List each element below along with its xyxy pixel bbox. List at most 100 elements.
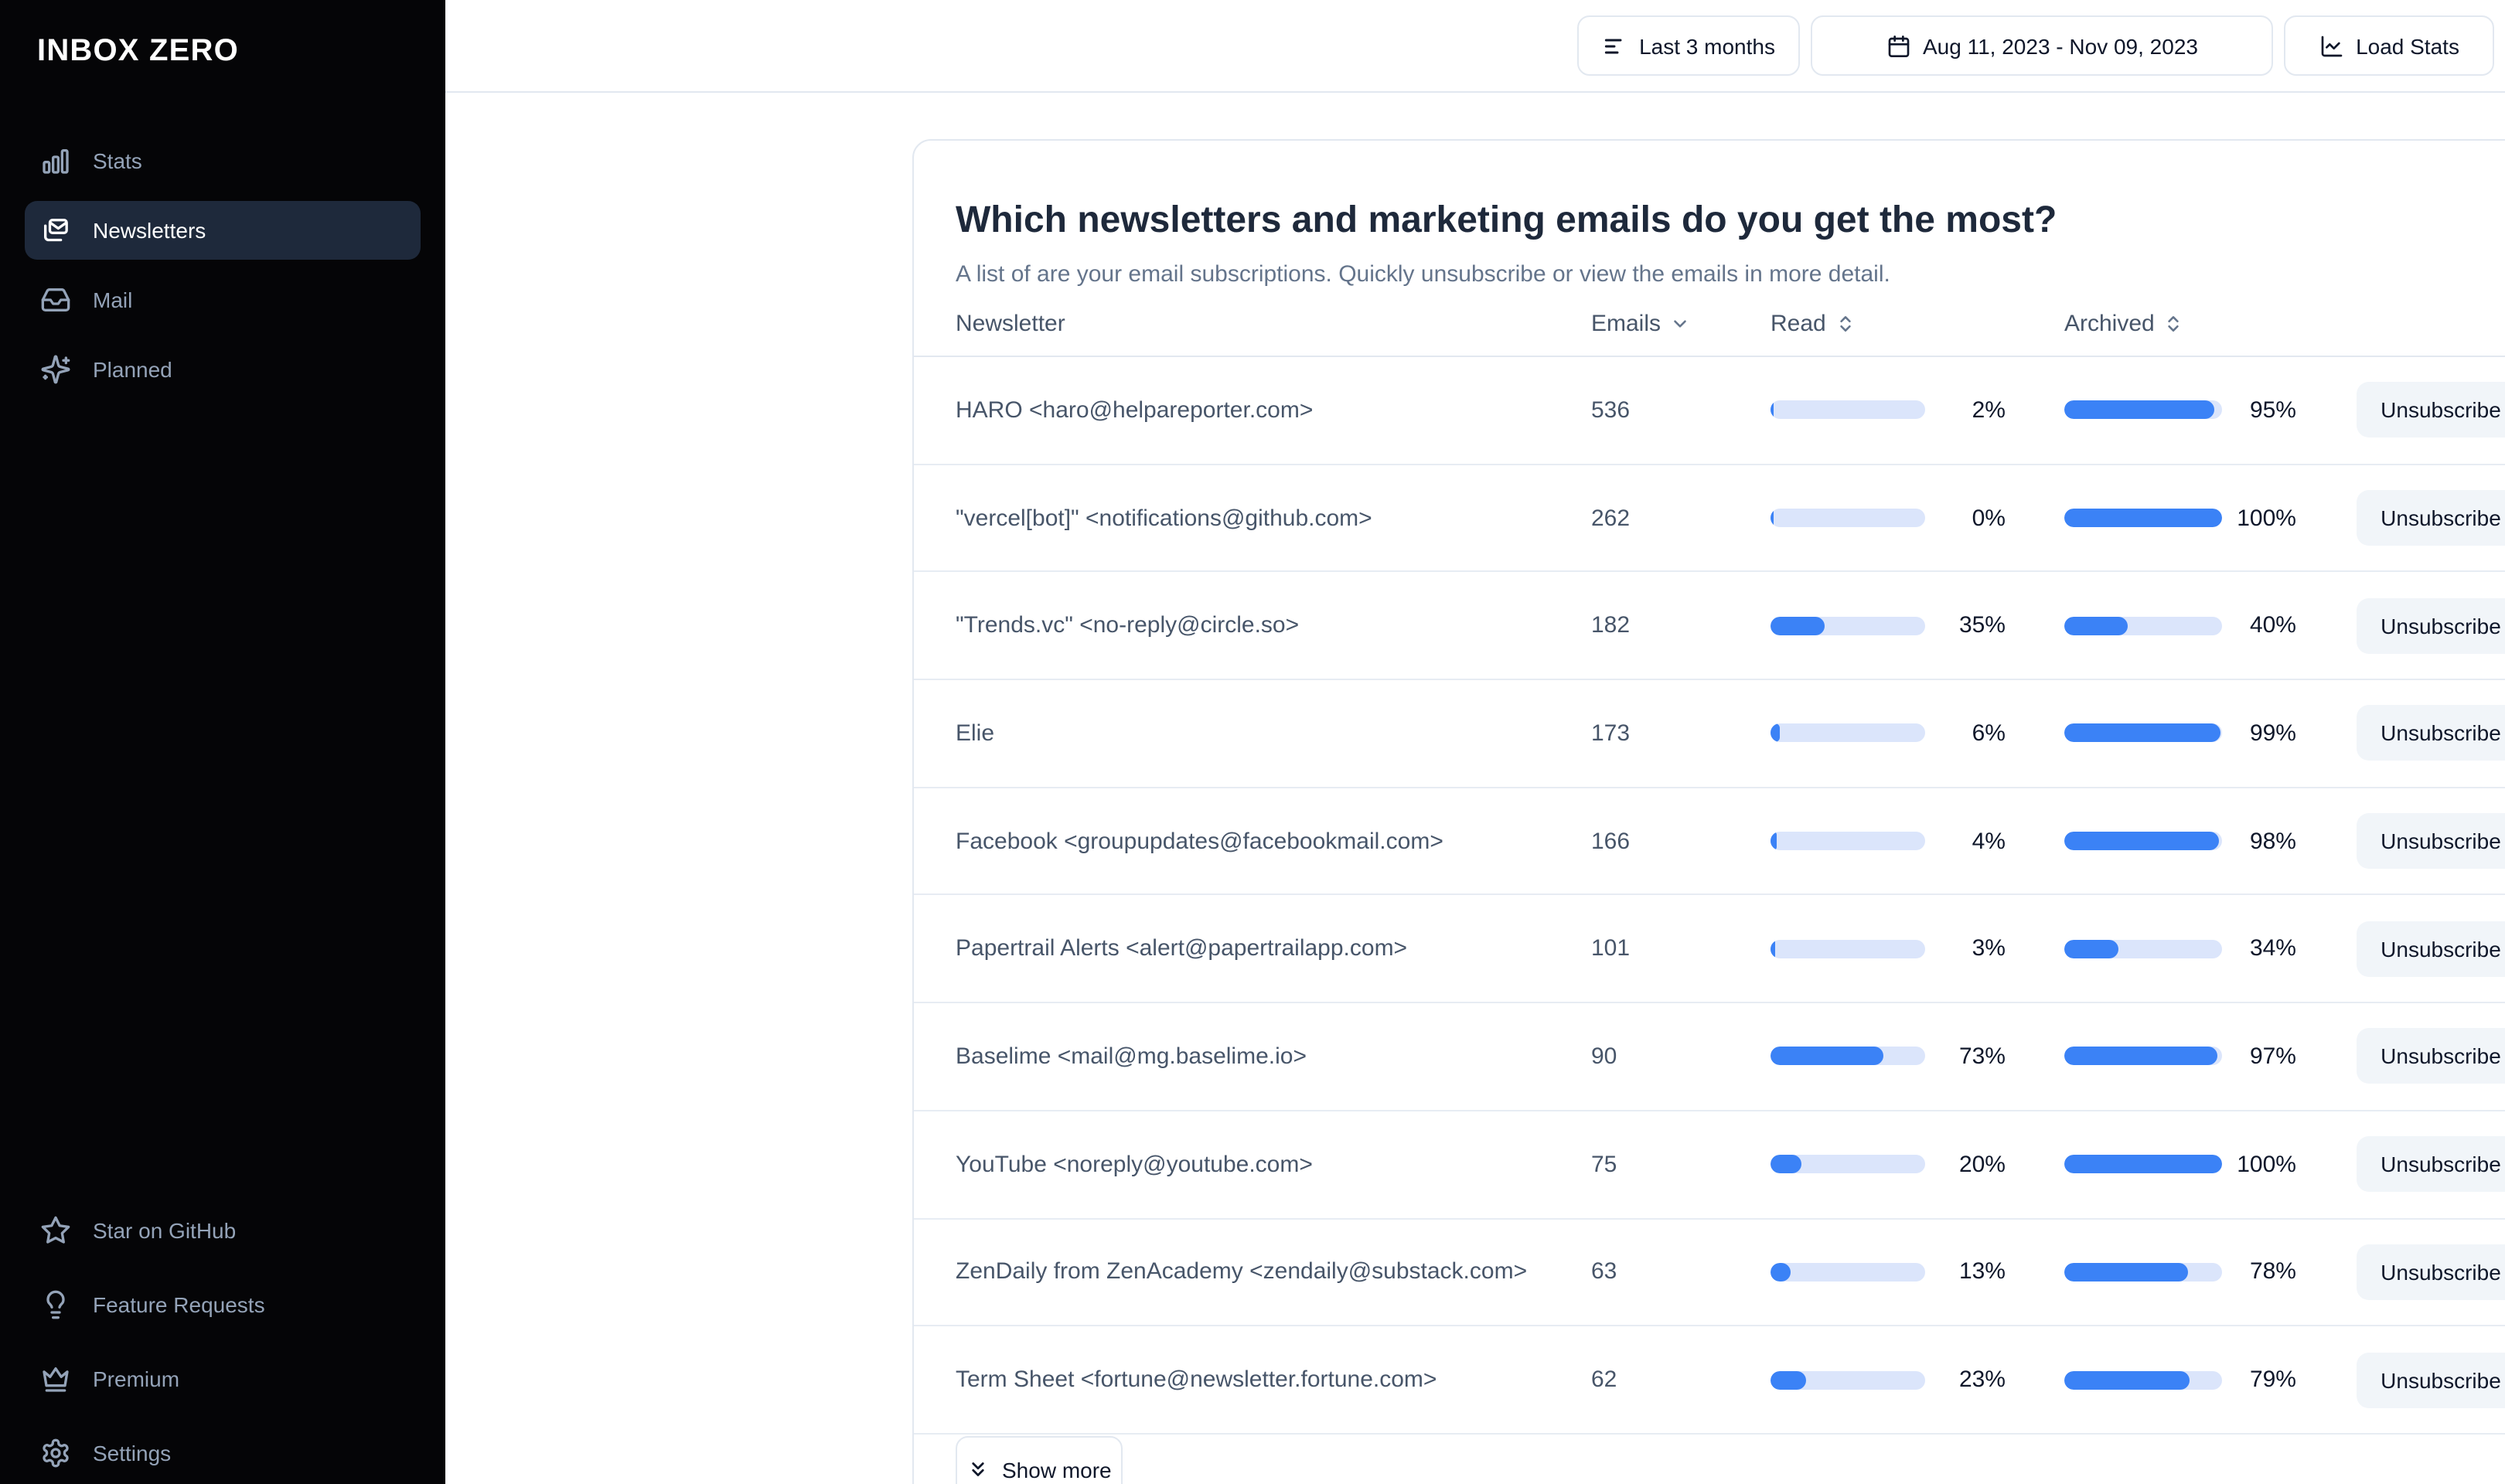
archived-percent: 40% bbox=[2249, 612, 2296, 639]
column-header-read[interactable]: Read bbox=[1771, 311, 2006, 337]
newsletter-name: "vercel[bot]" <notifications@github.com> bbox=[956, 505, 1372, 532]
unsubscribe-button[interactable]: Unsubscribe bbox=[2357, 490, 2505, 546]
archived-progress-fill bbox=[2064, 1370, 2190, 1390]
sidebar-item-label: Newsletters bbox=[93, 218, 206, 243]
archived-progress-bar bbox=[2064, 1047, 2222, 1066]
archived-progress-fill bbox=[2064, 400, 2214, 420]
unsubscribe-button[interactable]: Unsubscribe bbox=[2357, 921, 2505, 977]
sidebar-item-feature-requests[interactable]: Feature Requests bbox=[25, 1275, 421, 1334]
unsubscribe-button[interactable]: Unsubscribe bbox=[2357, 705, 2505, 761]
chevrons-up-down-icon bbox=[2164, 314, 2184, 334]
archived-progress-fill bbox=[2064, 616, 2128, 635]
star-icon bbox=[40, 1215, 71, 1246]
newsletter-email-count: 166 bbox=[1591, 828, 1631, 855]
unsubscribe-button[interactable]: Unsubscribe bbox=[2357, 1136, 2505, 1193]
unsubscribe-button[interactable]: Unsubscribe bbox=[2357, 382, 2505, 438]
sidebar-item-premium[interactable]: Premium bbox=[25, 1350, 421, 1408]
sidebar-item-star-on-github[interactable]: Star on GitHub bbox=[25, 1201, 421, 1260]
sidebar-item-label: Premium bbox=[93, 1367, 180, 1391]
read-progress-fill bbox=[1771, 1155, 1801, 1174]
sidebar-item-stats[interactable]: Stats bbox=[25, 131, 421, 190]
newsletter-name: HARO <haro@helpareporter.com> bbox=[956, 397, 1314, 424]
panel-subtitle: A list of are your email subscriptions. … bbox=[956, 261, 1890, 288]
show-more-button[interactable]: Show more bbox=[956, 1435, 1123, 1484]
unsubscribe-button[interactable]: Unsubscribe bbox=[2357, 1244, 2505, 1300]
archived-progress-fill bbox=[2064, 723, 2220, 743]
unsubscribe-button[interactable]: Unsubscribe bbox=[2357, 813, 2505, 870]
read-progress-bar bbox=[1771, 723, 1925, 743]
panel-header: Which newsletters and marketing emails d… bbox=[914, 141, 2505, 292]
read-progress-fill bbox=[1771, 400, 1774, 420]
newsletter-email-count: 536 bbox=[1591, 397, 1631, 424]
sidebar-item-label: Feature Requests bbox=[93, 1292, 265, 1317]
sidebar-item-planned[interactable]: Planned bbox=[25, 340, 421, 399]
sidebar-item-label: Stats bbox=[93, 148, 142, 173]
sidebar-item-settings[interactable]: Settings bbox=[25, 1424, 421, 1482]
read-percent: 3% bbox=[1972, 935, 2006, 962]
sidebar-item-mail[interactable]: Mail bbox=[25, 271, 421, 329]
newsletter-email-count: 182 bbox=[1591, 612, 1631, 639]
archived-progress-fill bbox=[2064, 1047, 2217, 1066]
newsletter-mails-icon bbox=[40, 215, 71, 246]
archived-percent: 99% bbox=[2249, 720, 2296, 747]
sidebar-item-newsletters[interactable]: Newsletters bbox=[25, 201, 421, 260]
archived-progress-bar bbox=[2064, 1262, 2222, 1281]
unsubscribe-button[interactable]: Unsubscribe bbox=[2357, 1028, 2505, 1084]
read-progress-bar bbox=[1771, 1047, 1925, 1066]
date-range-label: Aug 11, 2023 - Nov 09, 2023 bbox=[1923, 33, 2198, 58]
newsletter-row: ZenDaily from ZenAcademy <zendaily@subst… bbox=[914, 1219, 2505, 1327]
newsletter-name: "Trends.vc" <no-reply@circle.so> bbox=[956, 612, 1300, 639]
inbox-icon bbox=[40, 284, 71, 315]
column-header-emails[interactable]: Emails bbox=[1591, 311, 1771, 337]
newsletter-email-count: 262 bbox=[1591, 505, 1631, 532]
date-range-picker-button[interactable]: Aug 11, 2023 - Nov 09, 2023 bbox=[1811, 15, 2273, 76]
newsletter-email-count: 90 bbox=[1591, 1043, 1617, 1070]
newsletter-email-count: 75 bbox=[1591, 1151, 1617, 1178]
chevrons-down-icon bbox=[966, 1458, 990, 1482]
newsletter-email-count: 101 bbox=[1591, 935, 1631, 962]
newsletter-name: Baselime <mail@mg.baselime.io> bbox=[956, 1043, 1307, 1070]
archived-progress-bar bbox=[2064, 723, 2222, 743]
archived-progress-fill bbox=[2064, 1155, 2222, 1174]
read-progress-fill bbox=[1771, 1370, 1806, 1390]
newsletter-name: Term Sheet <fortune@newsletter.fortune.c… bbox=[956, 1367, 1437, 1394]
archived-percent: 97% bbox=[2249, 1043, 2296, 1070]
unsubscribe-button[interactable]: Unsubscribe bbox=[2357, 1352, 2505, 1408]
column-header-newsletter: Newsletter bbox=[956, 311, 1065, 337]
read-progress-bar bbox=[1771, 509, 1925, 528]
date-range-preset-button[interactable]: Last 3 months bbox=[1577, 15, 1800, 76]
read-progress-fill bbox=[1771, 723, 1780, 743]
archived-percent: 95% bbox=[2249, 397, 2296, 424]
newsletter-name: ZenDaily from ZenAcademy <zendaily@subst… bbox=[956, 1258, 1528, 1285]
line-chart-icon bbox=[2319, 33, 2343, 58]
read-percent: 2% bbox=[1972, 397, 2006, 424]
table-body: HARO <haro@helpareporter.com> 536 2% 95%… bbox=[914, 357, 2505, 1435]
main-area: Last 3 months Aug 11, 2023 - Nov 09, 202… bbox=[445, 0, 2505, 1484]
read-progress-bar bbox=[1771, 832, 1925, 851]
newsletter-row: Papertrail Alerts <alert@papertrailapp.c… bbox=[914, 896, 2505, 1004]
read-percent: 73% bbox=[1958, 1043, 2006, 1070]
column-header-archived[interactable]: Archived bbox=[2064, 311, 2296, 337]
newsletter-row: "Trends.vc" <no-reply@circle.so> 182 35%… bbox=[914, 573, 2505, 681]
gear-icon bbox=[40, 1438, 71, 1469]
sidebar-primary-nav: Stats Newsletters Mail Planned bbox=[25, 131, 421, 399]
read-percent: 6% bbox=[1972, 720, 2006, 747]
archived-progress-fill bbox=[2064, 509, 2222, 528]
unsubscribe-button[interactable]: Unsubscribe bbox=[2357, 597, 2505, 654]
read-progress-bar bbox=[1771, 1370, 1925, 1390]
newsletter-email-count: 63 bbox=[1591, 1258, 1617, 1285]
newsletter-row: Facebook <groupupdates@facebookmail.com>… bbox=[914, 788, 2505, 896]
load-stats-button[interactable]: Load Stats bbox=[2284, 15, 2494, 76]
filter-lines-icon bbox=[1602, 33, 1627, 58]
topbar: Last 3 months Aug 11, 2023 - Nov 09, 202… bbox=[445, 0, 2505, 93]
date-range-preset-label: Last 3 months bbox=[1639, 33, 1775, 58]
archived-progress-bar bbox=[2064, 939, 2222, 958]
archived-percent: 78% bbox=[2249, 1258, 2296, 1285]
sidebar: INBOX ZERO Stats Newsletters Mail bbox=[0, 0, 445, 1484]
show-more-label: Show more bbox=[1002, 1457, 1112, 1482]
lightbulb-icon bbox=[40, 1289, 71, 1320]
read-progress-fill bbox=[1771, 1047, 1883, 1066]
read-percent: 13% bbox=[1958, 1258, 2006, 1285]
newsletter-row: Elie 173 6% 99% Unsubscribe Auto archive… bbox=[914, 680, 2505, 788]
read-percent: 4% bbox=[1972, 828, 2006, 855]
